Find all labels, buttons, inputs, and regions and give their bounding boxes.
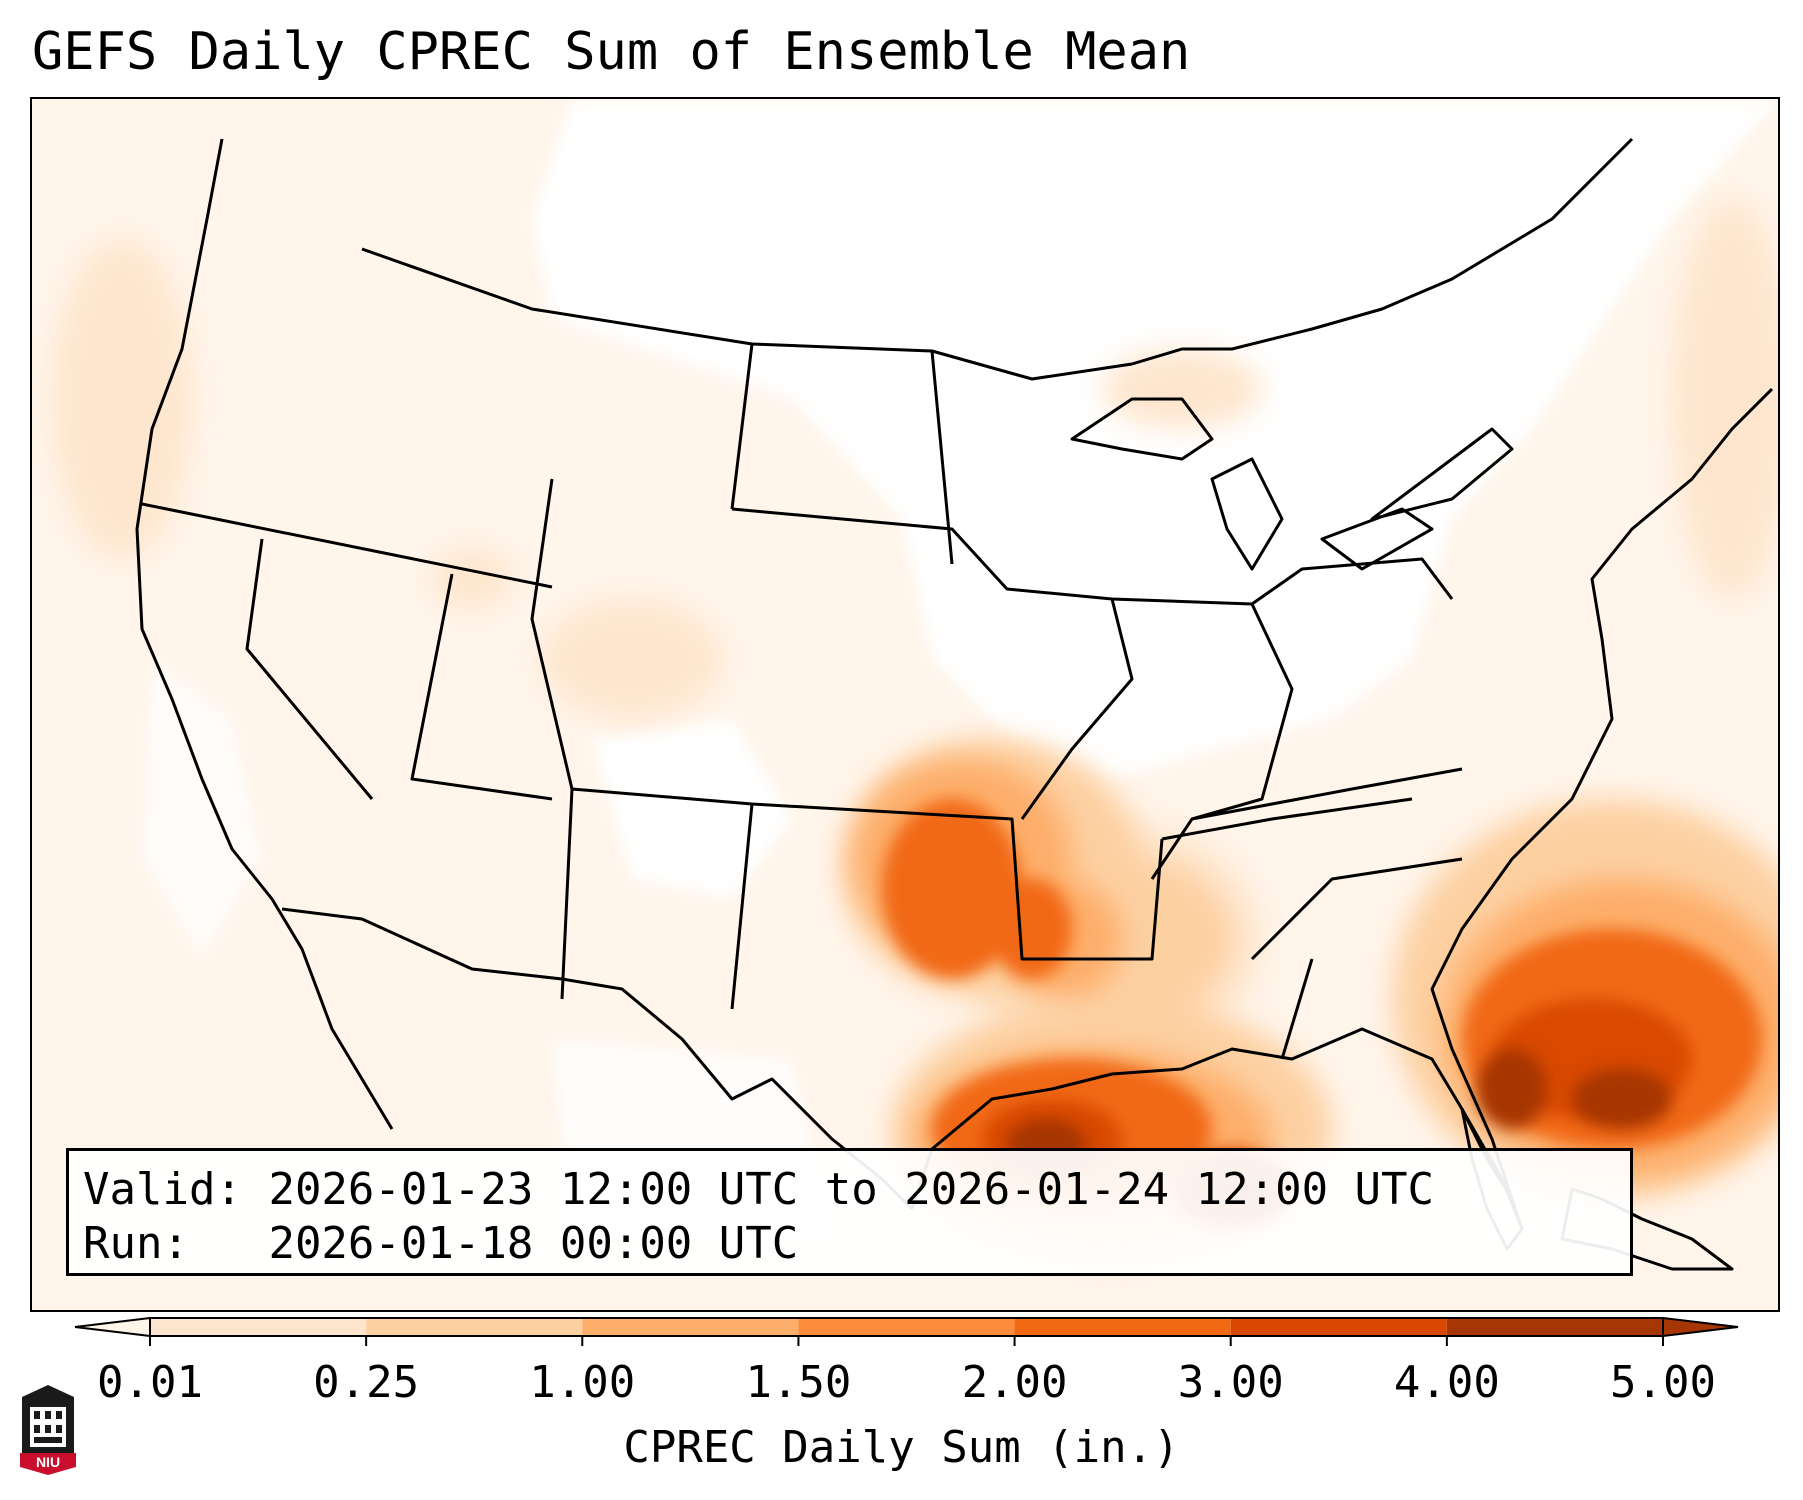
colorbar-extend-high: [1662, 1316, 1739, 1338]
chart-title: GEFS Daily CPREC Sum of Ensemble Mean: [32, 22, 1191, 82]
colorbar-tick-label: 4.00: [1393, 1357, 1500, 1408]
colorbar-segment: [150, 1318, 367, 1336]
valid-line: Valid: 2026-01-23 12:00 UTC to 2026-01-2…: [83, 1163, 1616, 1217]
colorbar-segment: [798, 1318, 1015, 1336]
colorbar-tick-label: 5.00: [1610, 1357, 1716, 1408]
colorbar-extend-low: [74, 1316, 151, 1338]
colorbar: [74, 1316, 1739, 1346]
great-lakes: [1070, 397, 1514, 571]
colorbar-tick-label: 2.00: [961, 1357, 1068, 1408]
atlantic-coast: [1430, 387, 1774, 1230]
colorbar-outline: [149, 1317, 1664, 1337]
colorbar-tick-label: 0.01: [97, 1357, 203, 1408]
pacific-coast: [135, 138, 394, 1130]
colorbar-segment: [1446, 1318, 1663, 1336]
run-value: 2026-01-18 00:00 UTC: [268, 1218, 799, 1269]
colorbar-segment: [366, 1318, 583, 1336]
colorbar-tick-label: 1.00: [529, 1357, 636, 1408]
run-label: Run:: [83, 1218, 189, 1269]
colorbar-segment: [1014, 1318, 1231, 1336]
niu-logo-icon: NIU: [20, 1385, 76, 1475]
colorbar-tick-label: 0.25: [313, 1357, 420, 1408]
valid-value: 2026-01-23 12:00 UTC to 2026-01-24 12:00…: [268, 1164, 1435, 1215]
colorbar-segment: [1230, 1318, 1447, 1336]
niu-logo-text: NIU: [36, 1454, 60, 1470]
colorbar-segment: [582, 1318, 799, 1336]
state-lines: [141, 343, 1463, 1060]
precipitation-map: [30, 97, 1780, 1312]
map-canvas: [32, 99, 1778, 1310]
colorbar-label: CPREC Daily Sum (in.): [623, 1422, 1180, 1473]
run-line: Run: 2026-01-18 00:00 UTC: [83, 1217, 1616, 1271]
valid-run-info-box: Valid: 2026-01-23 12:00 UTC to 2026-01-2…: [66, 1148, 1633, 1276]
colorbar-tick-label: 3.00: [1177, 1357, 1284, 1408]
colorbar-tick-label: 1.50: [745, 1357, 852, 1408]
valid-label: Valid:: [83, 1164, 242, 1215]
